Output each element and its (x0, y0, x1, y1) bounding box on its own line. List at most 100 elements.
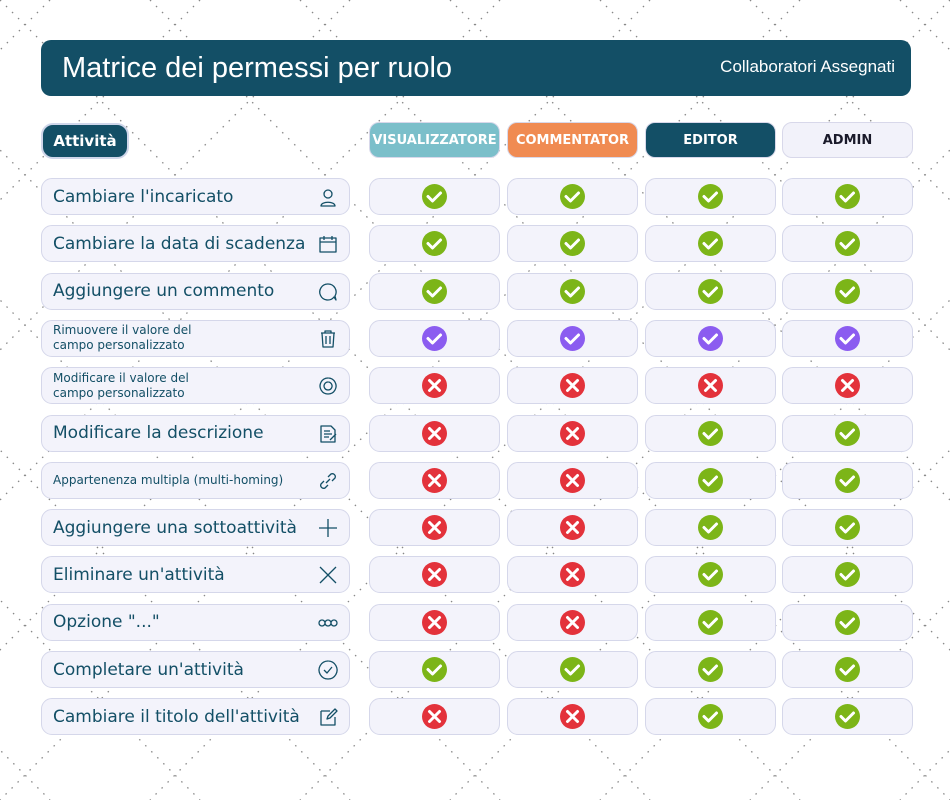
row-label-line: Modificare il valore del (53, 370, 189, 385)
permission-cell (507, 603, 638, 641)
permission-cell (369, 319, 500, 357)
row-label-line: Cambiare l'incaricato (53, 186, 234, 207)
permission-cell (782, 272, 913, 310)
permission-cell (369, 367, 500, 405)
permission-cell (645, 509, 776, 547)
permission-icon (422, 704, 447, 730)
permission-cell (507, 698, 638, 736)
permission-cell (369, 414, 500, 452)
row-label-line: Appartenenza multipla (multi-homing) (53, 472, 284, 487)
permission-cell (369, 651, 500, 688)
permission-cell (782, 225, 913, 263)
permission-icon (560, 467, 585, 493)
permission-cell (645, 414, 776, 452)
permission-icon (422, 278, 447, 304)
permission-cell (782, 367, 913, 405)
permission-cell (645, 603, 776, 641)
row-label: Aggiungere un commento (41, 272, 350, 310)
permission-icon (698, 420, 723, 446)
permission-cell (782, 603, 913, 641)
permission-icon (560, 704, 585, 730)
role-header: VISUALIZZATORE (369, 122, 500, 158)
title: Matrice dei permessi per ruolo (62, 52, 453, 84)
column-header: Attività (41, 123, 129, 159)
permission-icon (835, 515, 860, 541)
permission-cell (645, 367, 776, 405)
row-icon (319, 566, 337, 584)
permission-icon (422, 184, 447, 209)
permission-icon (560, 373, 585, 399)
permission-icon (698, 609, 723, 635)
permission-cell (507, 367, 638, 405)
role-header: ADMIN (782, 122, 913, 158)
row-label: Cambiare la data di scadenza (41, 225, 350, 263)
row-icon (319, 519, 337, 538)
permission-icon (835, 231, 860, 257)
permission-cell (507, 651, 638, 688)
row-label-line: Aggiungere un commento (53, 281, 275, 302)
permission-icon (560, 657, 585, 682)
permission-cell (782, 698, 913, 736)
permission-icon (835, 278, 860, 304)
permission-icon (422, 657, 447, 682)
permission-icon (422, 373, 447, 399)
row-label-line: campo personalizzato (53, 385, 185, 400)
row-label: Appartenenza multipla (multi-homing) (41, 461, 350, 499)
permission-icon (698, 467, 723, 493)
row-icon (320, 708, 338, 726)
permission-cell (645, 178, 776, 215)
row-label-line: campo personalizzato (53, 338, 185, 353)
permission-icon (698, 515, 723, 541)
permission-cell (369, 178, 500, 215)
row-label: Eliminare un'attività (41, 556, 350, 594)
permission-icon (835, 657, 860, 682)
row-label: Modificare il valore del campo personaliz… (41, 367, 350, 405)
role-header: COMMENTATOR (507, 122, 638, 158)
permission-cell (507, 556, 638, 594)
permission-cell (507, 272, 638, 310)
permission-icon (560, 325, 585, 351)
permission-icon (835, 373, 860, 399)
row-icon (318, 660, 338, 680)
permission-icon (560, 278, 585, 304)
row-icon (319, 377, 337, 395)
permission-cell (369, 603, 500, 641)
row-icon (319, 282, 337, 301)
permission-icon (560, 184, 585, 209)
permission-cell (645, 225, 776, 263)
permission-icon (560, 515, 585, 541)
row-label: Cambiare il titolo dell'attività (41, 698, 350, 736)
row-label: Opzione "..." (41, 603, 350, 641)
role-header: EDITOR (645, 122, 776, 158)
permission-cell (645, 556, 776, 594)
row-label-line: Opzione "..." (53, 612, 160, 633)
permission-icon (835, 184, 860, 209)
permission-icon (422, 515, 447, 541)
permission-icon (835, 562, 860, 588)
row-icon (318, 619, 338, 627)
row-icon (320, 189, 336, 207)
row-label-line: Cambiare la data di scadenza (53, 233, 306, 254)
permission-icon (422, 609, 447, 635)
row-label: Modificare la descrizione (41, 414, 350, 452)
permission-icon (698, 373, 723, 399)
permission-icon (422, 562, 447, 588)
permission-cell (782, 651, 913, 688)
permission-cell (645, 461, 776, 499)
permission-icon (698, 231, 723, 257)
row-label: Rimuovere il valore del campo personalizz… (41, 319, 350, 357)
permission-cell (369, 698, 500, 736)
row-label: Cambiare l'incaricato (41, 178, 350, 215)
permission-cell (507, 461, 638, 499)
permission-cell (507, 414, 638, 452)
permission-cell (507, 225, 638, 263)
title-bar (41, 40, 911, 96)
permission-cell (782, 509, 913, 547)
permission-icon (698, 278, 723, 304)
permission-icon (698, 704, 723, 730)
permission-cell (782, 461, 913, 499)
row-label: Completare un'attività (41, 651, 350, 688)
row-label-line: Aggiungere una sottoattività (53, 517, 297, 538)
permission-cell (645, 651, 776, 688)
